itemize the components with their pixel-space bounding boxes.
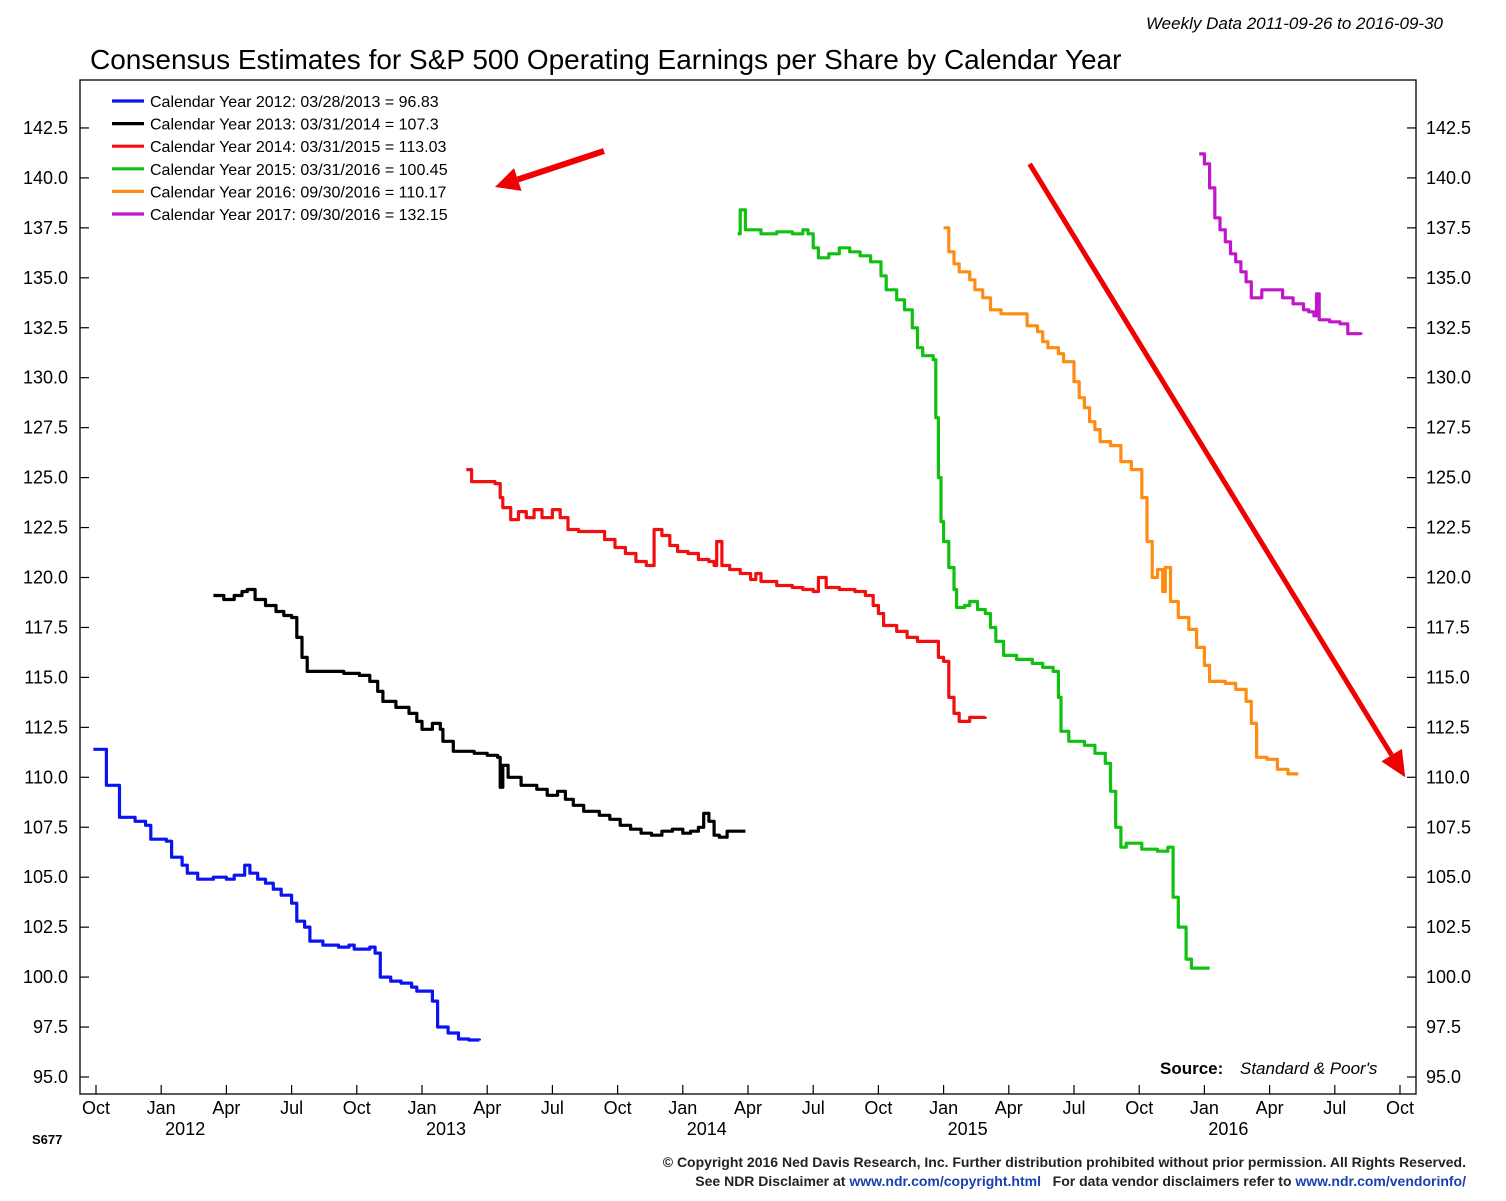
series-line-6	[1199, 152, 1363, 336]
x-tick-label: Jan	[1190, 1098, 1219, 1118]
legend-label-6: Calendar Year 2017: 09/30/2016 = 132.15	[150, 207, 448, 224]
y-tick-label-left: 135.0	[23, 268, 68, 288]
plot-frame	[79, 79, 1417, 1095]
y-tick-label-left: 142.5	[23, 118, 68, 138]
y-tick-label-right: 102.5	[1426, 917, 1471, 937]
series-line-1	[93, 747, 481, 1042]
series-group	[93, 152, 1363, 1042]
y-tick-label-right: 132.5	[1426, 318, 1471, 338]
legend-label-3: Calendar Year 2014: 03/31/2015 = 113.03	[150, 139, 447, 156]
x-tick-label: Apr	[995, 1098, 1023, 1118]
legend-label-5: Calendar Year 2016: 09/30/2016 = 110.17	[150, 184, 447, 201]
y-tick-label-right: 122.5	[1426, 518, 1471, 538]
chart-title: Consensus Estimates for S&P 500 Operatin…	[90, 44, 1121, 75]
y-tick-label-left: 137.5	[23, 218, 68, 238]
y-tick-label-right: 112.5	[1426, 717, 1470, 737]
y-tick-label-left: 95.0	[33, 1067, 68, 1087]
y-tick-label-right: 95.0	[1426, 1067, 1461, 1087]
y-tick-label-left: 112.5	[24, 717, 68, 737]
y-tick-label-right: 140.0	[1426, 168, 1471, 188]
x-tick-label: Jul	[280, 1098, 303, 1118]
legend-label-2: Calendar Year 2013: 03/31/2014 = 107.3	[150, 117, 439, 134]
x-tick-label: Jan	[929, 1098, 958, 1118]
x-year-label: 2015	[948, 1119, 988, 1139]
x-year-label: 2014	[687, 1119, 727, 1139]
footer-disclaimer-prefix: See NDR Disclaimer at	[695, 1173, 850, 1189]
chart-subtitle: Weekly Data 2011-09-26 to 2016-09-30	[1146, 14, 1444, 33]
y-tick-label-left: 117.5	[24, 617, 68, 637]
x-tick-label: Oct	[343, 1098, 371, 1118]
x-tick-label: Oct	[1125, 1098, 1153, 1118]
y-tick-label-left: 140.0	[23, 168, 68, 188]
x-tick-label: Jan	[147, 1098, 176, 1118]
y-tick-label-right: 135.0	[1426, 268, 1471, 288]
legend: Calendar Year 2012: 03/28/2013 = 96.83 Ca…	[112, 94, 448, 224]
y-tick-label-left: 115.0	[24, 667, 68, 687]
y-tick-label-left: 107.5	[23, 817, 68, 837]
y-tick-label-left: 120.0	[23, 568, 68, 588]
y-tick-label-right: 130.0	[1426, 368, 1471, 388]
x-tick-label: Apr	[734, 1098, 762, 1118]
x-tick-label: Oct	[864, 1098, 892, 1118]
trend-arrow-head	[1381, 748, 1406, 778]
legend-label-1: Calendar Year 2012: 03/28/2013 = 96.83	[150, 94, 439, 111]
source-value: Standard & Poor's	[1240, 1059, 1378, 1078]
legend-pointer-arrow-head	[495, 168, 522, 191]
legend-label-4: Calendar Year 2015: 03/31/2016 = 100.45	[150, 162, 448, 179]
y-tick-label-left: 102.5	[23, 917, 68, 937]
legend-pointer-arrow-line	[516, 148, 605, 183]
y-tick-label-left: 127.5	[23, 418, 68, 438]
x-year-label: 2012	[165, 1119, 205, 1139]
source-label: Source:	[1160, 1059, 1223, 1078]
x-tick-label: Apr	[473, 1098, 501, 1118]
x-tick-label: Apr	[1256, 1098, 1284, 1118]
x-tick-label: Oct	[82, 1098, 110, 1118]
x-tick-label: Apr	[212, 1098, 240, 1118]
x-tick-label: Oct	[1386, 1098, 1414, 1118]
series-line-2	[213, 587, 746, 839]
y-tick-label-right: 115.0	[1426, 667, 1470, 687]
footer-link-vendorinfo[interactable]: www.ndr.com/vendorinfo/	[1295, 1173, 1466, 1189]
footer-disclaimer: See NDR Disclaimer at www.ndr.com/copyri…	[695, 1173, 1466, 1189]
series-line-3	[466, 468, 987, 723]
y-tick-label-left: 100.0	[23, 967, 68, 987]
series-line-4	[737, 208, 1210, 970]
y-tick-label-left: 97.5	[33, 1017, 68, 1037]
y-tick-label-left: 122.5	[23, 518, 68, 538]
axes-group: 95.0 95.0 97.5 97.5 100.0 100.0 102.5 102.5 105.…	[23, 118, 1471, 1139]
y-tick-label-left: 110.0	[24, 767, 68, 787]
y-tick-label-right: 107.5	[1426, 817, 1471, 837]
y-tick-label-right: 117.5	[1426, 617, 1470, 637]
y-tick-label-right: 110.0	[1426, 767, 1470, 787]
x-tick-label: Jul	[1323, 1098, 1346, 1118]
series-line-5	[943, 226, 1299, 776]
y-tick-label-right: 120.0	[1426, 568, 1471, 588]
y-tick-label-left: 105.0	[23, 867, 68, 887]
y-tick-label-left: 132.5	[23, 318, 68, 338]
x-year-label: 2016	[1208, 1119, 1248, 1139]
trend-arrow-line	[1027, 162, 1394, 757]
x-tick-label: Jul	[541, 1098, 564, 1118]
y-tick-label-right: 100.0	[1426, 967, 1471, 987]
y-tick-label-right: 105.0	[1426, 867, 1471, 887]
chart-code: S677	[32, 1132, 62, 1147]
y-tick-label-left: 130.0	[23, 368, 68, 388]
x-tick-label: Jul	[802, 1098, 825, 1118]
y-tick-label-right: 127.5	[1426, 418, 1471, 438]
y-tick-label-right: 142.5	[1426, 118, 1471, 138]
x-tick-label: Jan	[668, 1098, 697, 1118]
annotations	[495, 148, 1406, 778]
footer-copyright: © Copyright 2016 Ned Davis Research, Inc…	[662, 1154, 1466, 1170]
y-tick-label-right: 137.5	[1426, 218, 1471, 238]
x-tick-label: Jul	[1062, 1098, 1085, 1118]
y-tick-label-right: 125.0	[1426, 468, 1471, 488]
footer-disclaimer-middle: For data vendor disclaimers refer to	[1040, 1173, 1296, 1189]
x-tick-label: Oct	[604, 1098, 632, 1118]
footer-link-copyright[interactable]: www.ndr.com/copyright.html	[849, 1173, 1041, 1189]
y-tick-label-left: 125.0	[23, 468, 68, 488]
y-tick-label-right: 97.5	[1426, 1017, 1461, 1037]
x-year-label: 2013	[426, 1119, 466, 1139]
x-tick-label: Jan	[407, 1098, 436, 1118]
